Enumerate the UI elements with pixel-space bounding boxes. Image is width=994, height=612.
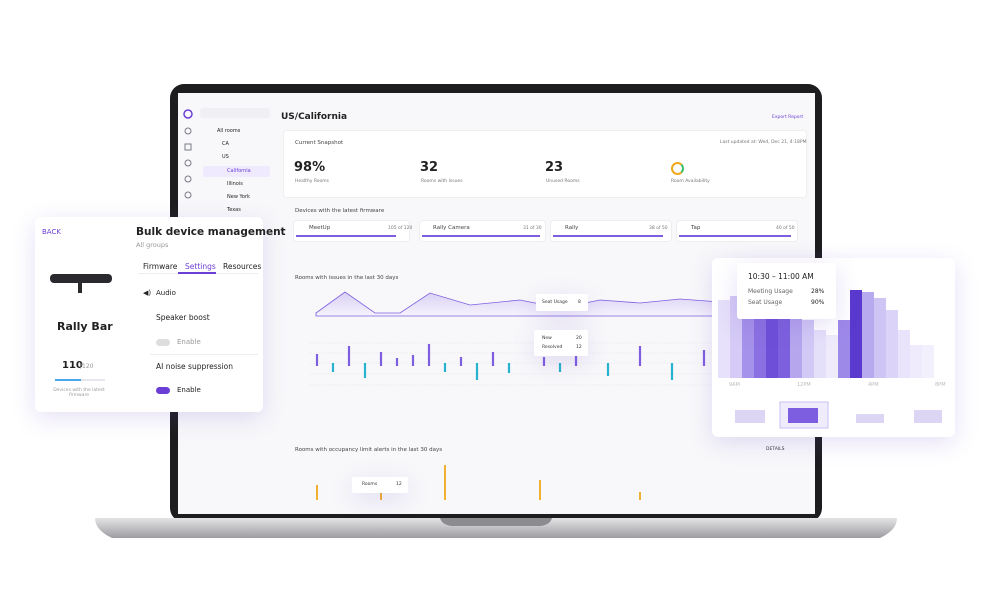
x-label: 12PM — [797, 382, 811, 388]
stat-label: Healthy Rooms — [295, 179, 330, 184]
tooltip-label: Rooms — [362, 482, 378, 487]
stat-value: 32 — [420, 160, 439, 175]
nav-item[interactable]: Illinois — [227, 181, 243, 187]
tooltip-value: 12 — [396, 482, 402, 487]
device-count: 40 of 50 — [776, 226, 795, 231]
progress — [55, 379, 81, 381]
tooltip-label: Resolved — [542, 345, 563, 350]
stat-label: Rooms with Issues — [421, 179, 463, 184]
divider — [150, 354, 258, 355]
count-label: Devices with the latest firmware — [53, 388, 105, 398]
device-tile — [419, 220, 546, 242]
nav-item[interactable]: New York — [227, 194, 250, 200]
progress — [422, 235, 540, 237]
export-link[interactable]: Export Report — [772, 115, 804, 120]
nav-item[interactable]: California — [227, 168, 251, 174]
availability-icon — [671, 162, 684, 175]
tooltip-value: 28% — [811, 288, 825, 295]
tooltip — [352, 477, 408, 493]
toggle-label: Enable — [177, 338, 201, 346]
tab[interactable]: Settings — [185, 262, 216, 271]
back-button[interactable]: BACK — [42, 228, 61, 236]
stat-label: Unused Rooms — [546, 179, 580, 184]
toggle[interactable] — [156, 387, 170, 394]
setting-name: AI noise suppression — [156, 362, 234, 371]
setting-name: Speaker boost — [156, 313, 210, 322]
tooltip-label: Seat Usage — [748, 299, 783, 306]
device-name: Rally — [565, 225, 579, 231]
laptop-notch — [440, 518, 552, 526]
tooltip-value: 8 — [578, 300, 581, 305]
audio-icon: ◀) — [143, 289, 152, 297]
nav-item[interactable]: CA — [222, 141, 229, 147]
tooltip-label: Seat Usage — [542, 300, 568, 305]
sidebar-icons — [184, 127, 192, 199]
tooltip — [737, 263, 836, 319]
laptop-base — [95, 518, 897, 538]
issues-bars — [315, 344, 706, 380]
details-link[interactable]: DETAILS — [766, 447, 785, 452]
tooltip — [534, 330, 588, 356]
tooltip-label: Meeting Usage — [748, 288, 793, 295]
nav-item[interactable]: US — [222, 154, 229, 160]
progress — [679, 235, 791, 237]
tab[interactable]: Firmware — [143, 262, 178, 271]
progress — [296, 235, 396, 237]
page-title: US/California — [281, 112, 348, 122]
count: 110 — [62, 360, 83, 371]
updated: Last updated at: Wed, Dec 21, 4:18PM — [720, 140, 807, 145]
device-count: 31 of 30 — [523, 226, 542, 231]
total: /120 — [80, 363, 94, 370]
stat-value: 23 — [545, 160, 564, 175]
device-name: Rally Camera — [433, 225, 470, 231]
logo — [183, 109, 193, 119]
card-title: Bulk device management — [136, 226, 286, 238]
device-image — [50, 274, 112, 283]
tooltip-value: 20 — [576, 336, 582, 341]
device-tile — [676, 220, 798, 242]
device-name: MeetUp — [309, 225, 331, 231]
device-tile — [293, 220, 410, 242]
panel-title: Rooms with occupancy limit alerts in the… — [295, 447, 443, 453]
progress — [553, 235, 663, 237]
snapshot-panel — [283, 130, 807, 198]
panel-title: Devices with the latest firmware — [295, 208, 385, 214]
stat-label: Room Availability — [671, 179, 710, 184]
x-label: 9AM — [729, 382, 740, 388]
device-image — [78, 283, 82, 293]
nav-item[interactable]: Texas — [227, 207, 241, 213]
x-label: 4PM — [868, 382, 879, 388]
device-name: Rally Bar — [57, 320, 113, 333]
nav-item[interactable]: All rooms — [217, 128, 241, 134]
x-label: 8PM — [935, 382, 946, 388]
tooltip-value: 12 — [576, 345, 582, 350]
device-count: 105 of 120 — [388, 226, 413, 231]
toggle-label: Enable — [177, 386, 201, 394]
tooltip-title: 10:30 – 11:00 AM — [748, 272, 814, 281]
device-name: Tap — [691, 225, 701, 231]
tooltip-value: 90% — [811, 299, 825, 306]
panel-title: Rooms with issues in the last 30 days — [295, 275, 399, 281]
tooltip-label: New — [542, 336, 552, 341]
device-tile — [550, 220, 672, 242]
nav-selected — [203, 166, 270, 177]
tab-underline — [178, 272, 216, 274]
stat-value: 98% — [294, 160, 326, 175]
tooltip — [536, 294, 588, 311]
section-title: Audio — [156, 289, 176, 297]
search-box[interactable] — [200, 108, 270, 118]
tab[interactable]: Resources — [223, 262, 262, 271]
card-subtitle: All groups — [136, 241, 169, 249]
panel-title: Current Snapshot — [295, 140, 344, 146]
toggle[interactable] — [156, 339, 170, 346]
device-count: 38 of 50 — [649, 226, 668, 231]
